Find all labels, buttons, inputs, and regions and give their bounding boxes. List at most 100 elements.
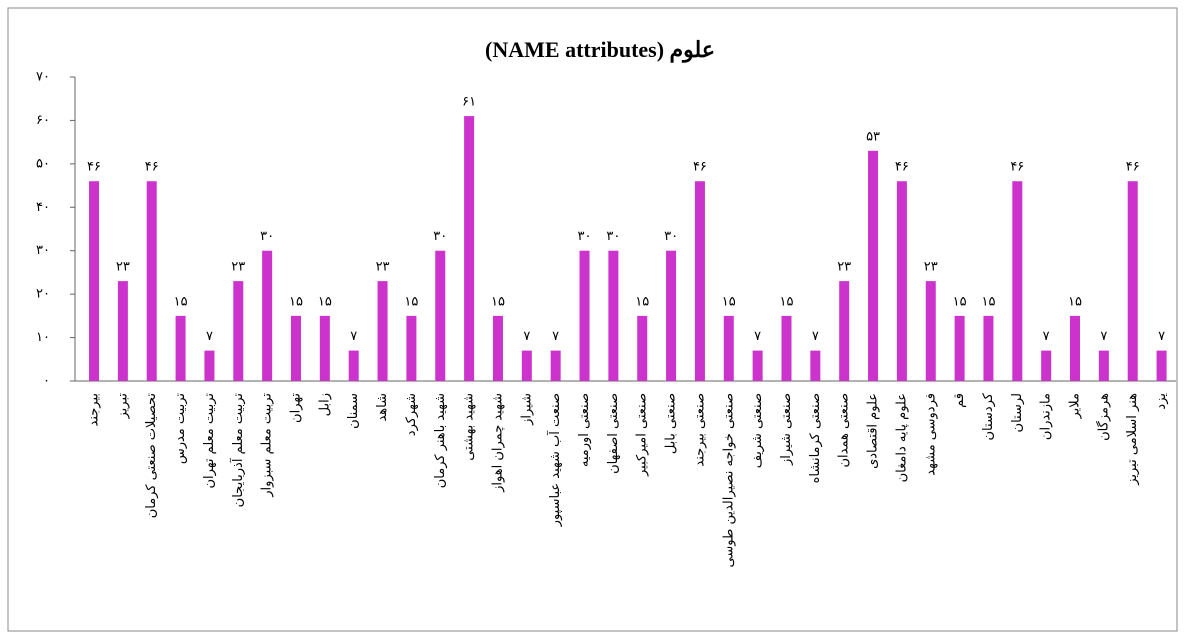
bar <box>406 316 416 381</box>
x-tick-label: صنعتی بیرجند <box>692 393 707 467</box>
x-tick-label: صنعتی اصفهان <box>606 393 621 474</box>
value-label: ۷ <box>552 329 559 344</box>
bar <box>147 181 157 381</box>
x-tick-label: شهرکرد <box>404 393 419 436</box>
bar <box>666 251 676 381</box>
y-tick-label: ۰ <box>43 374 50 389</box>
bar <box>1070 316 1080 381</box>
x-tick-label: صنعت آب شهید عباسپور <box>546 393 563 527</box>
y-tick-label: ۵۰ <box>36 156 50 171</box>
x-tick-label: صنعتی کرمانشاه <box>808 393 823 483</box>
bar <box>435 251 445 381</box>
bar <box>695 181 705 381</box>
y-tick-label: ۶۰ <box>36 113 50 128</box>
bar <box>983 316 993 381</box>
x-tick-label: صنعتی همدان <box>837 393 852 467</box>
value-label: ۱۵ <box>780 294 794 309</box>
x-tick-label: تبریز <box>115 393 130 420</box>
bar <box>868 151 878 381</box>
chart-title: علوم (NAME attributes) <box>485 37 715 63</box>
x-tick-label: زابل <box>317 393 332 416</box>
x-tick-label: هرمزگان <box>1095 393 1111 441</box>
bar <box>897 181 907 381</box>
value-label: ۶۱ <box>462 95 476 110</box>
y-tick-label: ۳۰ <box>36 243 50 258</box>
value-label: ۴۶ <box>145 160 159 175</box>
bar <box>204 351 214 381</box>
value-label: ۲۳ <box>231 260 245 275</box>
x-tick-label: قم <box>952 393 967 408</box>
x-tick-label: علوم اقتصادی <box>866 393 881 469</box>
x-tick-label: فردوسی مشهد <box>923 393 938 476</box>
value-label: ۱۵ <box>318 294 332 309</box>
x-tick-label: یزد <box>1154 393 1169 410</box>
value-label: ۴۶ <box>693 160 707 175</box>
value-label: ۷ <box>350 329 357 344</box>
x-tick-label: تحصیلات صنعتی کرمان <box>144 393 159 519</box>
x-tick-label: صنعتی امیرکبیر <box>635 393 650 477</box>
value-label: ۱۵ <box>404 294 418 309</box>
value-label: ۳۰ <box>433 229 447 244</box>
value-label: ۴۶ <box>895 160 909 175</box>
bar <box>493 316 503 381</box>
value-label: ۷ <box>1158 329 1165 344</box>
value-label: ۲۳ <box>837 260 851 275</box>
value-label: ۷ <box>1043 329 1050 344</box>
bar <box>753 351 763 381</box>
bar <box>1128 181 1138 381</box>
x-tick-label: تربیت معلم آذربایجان <box>229 393 246 508</box>
x-tick-label: شهید باهنر کرمان <box>433 393 448 488</box>
bar <box>724 316 734 381</box>
x-tick-label: شهید چمران اهواز <box>490 393 505 493</box>
bar <box>781 316 791 381</box>
value-label: ۴۶ <box>87 160 101 175</box>
x-tick-label: ملایر <box>1068 393 1083 420</box>
value-label: ۲۳ <box>924 260 938 275</box>
x-tick-label: تربیت معلم سبزوار <box>260 393 275 498</box>
value-label: ۱۵ <box>953 294 967 309</box>
bar <box>378 281 388 381</box>
x-tick-label: صنعتی خواجه نصیرالدین طوسی <box>721 393 736 567</box>
value-label: ۱۵ <box>1068 294 1082 309</box>
x-tick-label: شاهد <box>375 393 390 422</box>
bar <box>551 351 561 381</box>
value-label: ۱۵ <box>635 294 649 309</box>
value-label: ۴۶ <box>1126 160 1140 175</box>
x-tick-label: صنعتی بابل <box>664 393 679 454</box>
x-tick-label: شهید بهشتی <box>462 393 477 461</box>
value-label: ۷ <box>812 329 819 344</box>
bar <box>118 281 128 381</box>
x-tick-label: صنعتی شیراز <box>779 393 794 466</box>
value-label: ۱۵ <box>491 294 505 309</box>
value-label: ۵۳ <box>866 129 880 144</box>
x-tick-label: تربیت معلم تهران <box>202 393 217 489</box>
value-label: ۷ <box>523 329 530 344</box>
x-tick-label: صنعتی اورمیه <box>577 393 592 467</box>
bar <box>233 281 243 381</box>
bar <box>926 281 936 381</box>
bar <box>320 316 330 381</box>
bar <box>522 351 532 381</box>
value-label: ۳۰ <box>578 229 592 244</box>
value-label: ۱۵ <box>722 294 736 309</box>
x-tick-label: تربیت مدرس <box>173 393 188 465</box>
chart: علوم (NAME attributes) ۰۱۰۲۰۳۰۴۰۵۰۶۰۷۰بی… <box>0 0 1185 632</box>
x-tick-label: شیراز <box>519 393 534 426</box>
value-label: ۷ <box>206 329 213 344</box>
y-tick-label: ۷۰ <box>36 70 50 85</box>
value-label: ۷ <box>1100 329 1107 344</box>
x-tick-label: سمنان <box>346 393 361 429</box>
bar <box>464 116 474 381</box>
value-label: ۴۶ <box>1010 160 1024 175</box>
bar <box>262 251 272 381</box>
y-tick-label: ۴۰ <box>36 200 50 215</box>
bar <box>637 316 647 381</box>
bar <box>810 351 820 381</box>
value-label: ۳۰ <box>606 229 620 244</box>
y-tick-label: ۱۰ <box>36 330 50 345</box>
value-label: ۳۰ <box>664 229 678 244</box>
value-label: ۱۵ <box>981 294 995 309</box>
value-label: ۲۳ <box>116 260 130 275</box>
x-tick-label: هنر اسلامی تبریز <box>1125 393 1140 486</box>
bar <box>89 181 99 381</box>
